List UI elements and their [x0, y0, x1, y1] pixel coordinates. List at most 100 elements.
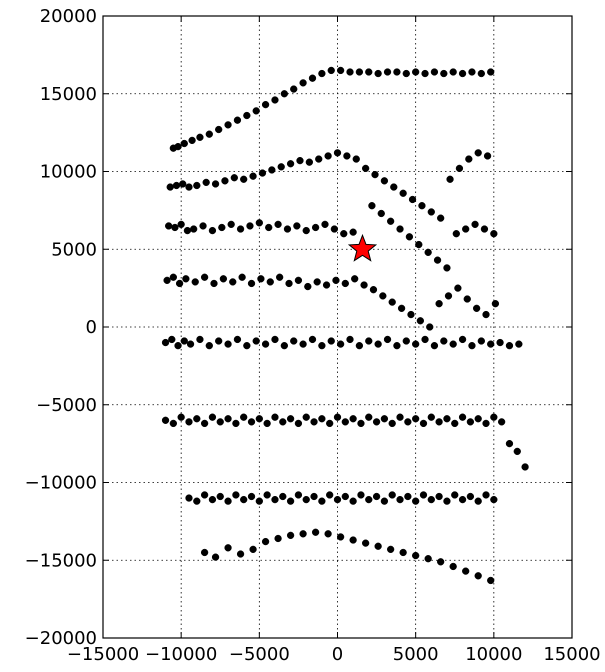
data-point [349, 536, 357, 544]
x-tick-label: 10000 [465, 644, 522, 665]
data-point [263, 491, 271, 499]
data-point [462, 225, 470, 233]
data-point [487, 576, 495, 585]
data-point [443, 415, 451, 423]
data-point [451, 419, 459, 428]
data-point [458, 413, 467, 421]
data-point [482, 310, 490, 319]
data-point [444, 292, 453, 300]
data-point [415, 240, 423, 249]
data-point [208, 226, 217, 235]
data-point [271, 413, 279, 421]
data-point [368, 202, 376, 210]
data-point [313, 278, 321, 286]
data-point [310, 492, 318, 501]
data-point [185, 494, 193, 502]
data-point [280, 342, 288, 350]
data-point [336, 533, 345, 541]
data-point [172, 181, 181, 190]
data-point [477, 69, 485, 78]
data-point [261, 340, 270, 348]
data-point [380, 497, 389, 505]
data-point [277, 163, 285, 171]
data-point [412, 340, 420, 348]
data-point [249, 172, 257, 180]
y-tick-label: 0 [86, 317, 97, 338]
data-point [286, 531, 295, 540]
data-point [427, 495, 435, 504]
data-point [341, 492, 349, 501]
data-point [257, 275, 265, 283]
data-point [280, 90, 288, 98]
data-point [383, 68, 392, 76]
data-point [232, 491, 240, 499]
data-point [255, 497, 263, 505]
data-point [311, 528, 320, 536]
data-point [458, 69, 467, 78]
data-point [349, 497, 357, 505]
data-point [365, 337, 373, 345]
data-point [399, 189, 407, 197]
data-point [355, 342, 364, 350]
data-point [421, 335, 429, 344]
data-point [365, 495, 373, 504]
data-point [446, 175, 454, 183]
data-point [466, 492, 475, 501]
data-point [427, 208, 435, 216]
data-point [343, 152, 351, 160]
y-tick-label: −5000 [36, 395, 97, 416]
data-point [229, 278, 237, 286]
data-point [346, 68, 354, 76]
data-point [390, 183, 398, 191]
data-point [210, 279, 218, 288]
data-point [393, 68, 401, 76]
data-point [427, 413, 435, 421]
data-point [180, 139, 188, 148]
x-tick-label: 15000 [543, 644, 600, 665]
data-point [219, 275, 228, 283]
data-point [294, 276, 303, 285]
data-point [393, 342, 401, 350]
data-point [371, 170, 379, 179]
data-point [505, 342, 514, 350]
data-point [180, 337, 188, 345]
data-point [224, 497, 232, 505]
data-point [340, 230, 348, 238]
data-point [405, 233, 414, 241]
data-point [165, 222, 173, 230]
data-point [513, 447, 521, 456]
data-point [466, 418, 475, 426]
data-point [463, 295, 471, 303]
data-point [208, 413, 217, 421]
data-point [177, 413, 185, 421]
data-point [196, 133, 204, 141]
data-point [174, 142, 182, 151]
data-point [252, 107, 260, 115]
data-point [424, 248, 432, 257]
data-point [261, 100, 270, 109]
data-point [318, 69, 326, 78]
data-point [449, 340, 457, 348]
data-point [327, 337, 335, 345]
data-point [305, 158, 314, 166]
data-point [458, 495, 467, 504]
data-point [451, 491, 459, 499]
y-tick-label: −20000 [25, 628, 97, 649]
data-point [474, 572, 482, 580]
data-point [216, 492, 224, 501]
data-point [224, 340, 232, 348]
data-point [318, 497, 326, 505]
data-point [221, 177, 229, 185]
data-point [477, 337, 485, 345]
data-point [290, 337, 298, 345]
data-point [271, 335, 279, 344]
data-point [388, 298, 396, 306]
data-point [349, 415, 357, 423]
data-point [236, 225, 245, 233]
data-point [435, 418, 443, 426]
data-point [163, 276, 171, 285]
data-point [336, 340, 345, 348]
data-point [357, 491, 365, 499]
data-point [211, 180, 220, 188]
